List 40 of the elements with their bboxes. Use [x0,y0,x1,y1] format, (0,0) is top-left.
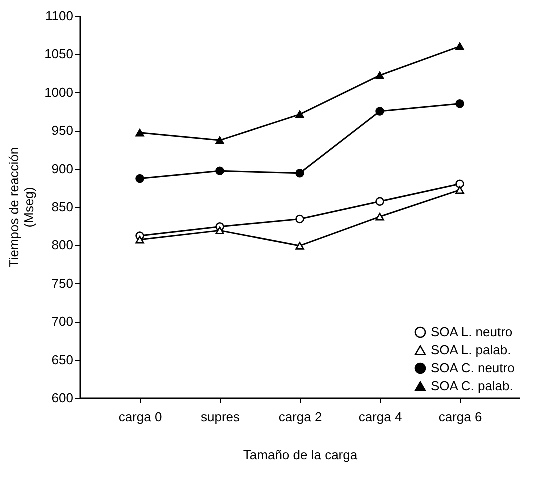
point [456,180,464,188]
legend-label: SOA C. palab. [431,378,514,394]
x-tick-label: carga 2 [278,410,322,424]
legend-label: SOA C. neutro [431,360,515,376]
y-tick-label: 850 [52,200,74,214]
point [376,213,384,221]
point [296,169,304,178]
y-axis-title: Tiempos de reacción (Mseg) [6,147,37,268]
legend-label: SOA L. neutro [431,324,513,340]
point [296,242,304,250]
point [136,129,144,137]
point [296,214,304,224]
y-tick-label: 1050 [44,46,74,62]
y-tick-label: 750 [52,276,74,291]
point [456,100,464,108]
x-tick-label: carga 4 [358,410,402,424]
y-tick-label: 800 [52,238,74,253]
point [376,197,384,206]
point [456,42,464,50]
point [216,226,224,235]
y-tick-label: 650 [52,352,74,368]
x-axis-title: Tamaño de la carga [243,448,358,462]
point [216,166,224,176]
y-tick-label: 1000 [44,84,74,100]
y-tick-label: 700 [52,314,74,330]
point [216,136,224,144]
legend-label: SOA L. palab. [431,342,512,358]
point [136,174,144,184]
point [456,186,464,194]
y-tick-label: 1100 [46,8,74,24]
y-tick-label: 950 [52,123,74,138]
x-tick-label: carga 6 [438,410,482,424]
y-tick-label: 600 [52,390,74,406]
point [296,110,304,118]
x-tick-label: carga 0 [118,410,162,424]
point [376,107,384,116]
x-tick-label: supres [200,410,241,424]
y-tick-label: 900 [52,161,74,176]
point [136,236,144,244]
point [376,72,384,80]
